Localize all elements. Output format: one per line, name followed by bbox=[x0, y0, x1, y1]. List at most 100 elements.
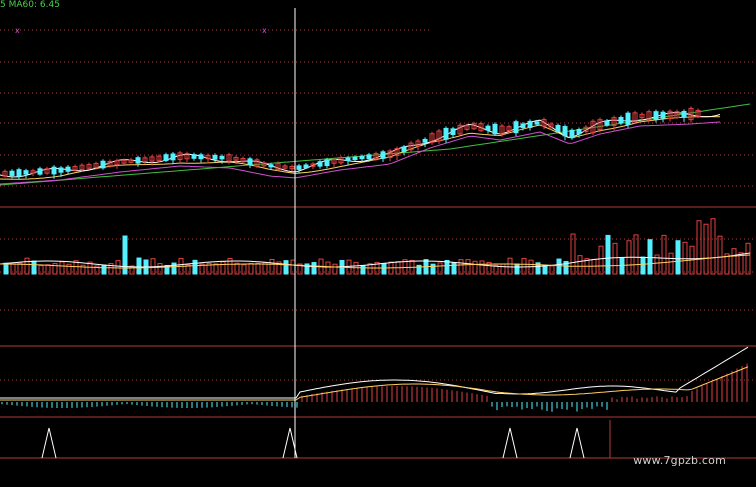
volume-bar bbox=[416, 264, 422, 275]
candle-body bbox=[37, 168, 43, 175]
volume-bar bbox=[136, 257, 142, 275]
candle-body bbox=[380, 151, 386, 159]
volume-bar bbox=[507, 257, 513, 275]
volume-bar bbox=[731, 248, 737, 275]
candle-body bbox=[604, 120, 610, 126]
signal-peak bbox=[569, 427, 585, 459]
candle-body bbox=[93, 163, 99, 168]
signal-panel bbox=[41, 427, 585, 459]
candle-body bbox=[639, 113, 645, 119]
volume-bar bbox=[570, 233, 576, 275]
volume-bar bbox=[451, 262, 457, 275]
candle-body bbox=[506, 126, 512, 131]
volume-bar bbox=[437, 262, 443, 275]
volume-bar bbox=[472, 260, 478, 275]
macd-panel bbox=[0, 346, 749, 412]
candle-body bbox=[86, 164, 92, 169]
candle-body bbox=[226, 154, 232, 162]
volume-bar bbox=[108, 263, 114, 275]
candle-body bbox=[583, 126, 589, 132]
candle-body bbox=[184, 153, 190, 160]
volume-bar bbox=[255, 262, 261, 275]
candle-body bbox=[618, 116, 624, 124]
macd-dif-line bbox=[0, 346, 749, 399]
volume-bar bbox=[605, 234, 611, 275]
volume-bar bbox=[577, 255, 583, 275]
volume-bar bbox=[745, 242, 751, 275]
ma60-label: MA60: 6.45 bbox=[8, 0, 60, 10]
volume-bar bbox=[535, 262, 541, 275]
candle-body bbox=[23, 170, 29, 175]
volume-bar bbox=[101, 264, 107, 275]
candle-body bbox=[212, 154, 218, 160]
candle-body bbox=[177, 152, 183, 161]
candle-body bbox=[674, 111, 680, 119]
volume-panel bbox=[0, 218, 751, 275]
volume-bar bbox=[612, 242, 618, 275]
volume-bar bbox=[52, 263, 58, 275]
volume-bar bbox=[654, 254, 660, 275]
candle-body bbox=[401, 146, 407, 152]
candle-body bbox=[569, 129, 575, 139]
candle-body bbox=[65, 166, 71, 172]
candle-body bbox=[527, 120, 533, 128]
candle-body bbox=[30, 170, 36, 174]
volume-bar bbox=[563, 260, 569, 275]
legend-lead: 5 bbox=[0, 0, 6, 10]
candle-body bbox=[352, 156, 358, 161]
candle-body bbox=[156, 155, 162, 161]
candle-body bbox=[100, 160, 106, 169]
candle-body bbox=[478, 123, 484, 132]
volume-bar bbox=[661, 234, 667, 275]
candle-body bbox=[128, 159, 134, 163]
candle-body bbox=[282, 165, 288, 169]
candle-body bbox=[163, 154, 169, 161]
candle-body bbox=[422, 138, 428, 143]
volume-bar bbox=[45, 264, 51, 275]
candle-body bbox=[247, 158, 253, 165]
volume-bar bbox=[696, 220, 702, 275]
volume-bar bbox=[486, 261, 492, 275]
volume-bar bbox=[682, 241, 688, 275]
volume-bar bbox=[157, 263, 163, 275]
volume-bar bbox=[514, 263, 520, 275]
candle-body bbox=[121, 159, 127, 164]
volume-bar bbox=[668, 252, 674, 275]
candle-body bbox=[492, 123, 498, 135]
volume-bar bbox=[430, 263, 436, 275]
candle-body bbox=[359, 156, 365, 160]
candle-body bbox=[261, 162, 267, 167]
ma60-line bbox=[0, 103, 751, 186]
candle-body bbox=[464, 125, 470, 130]
volume-bar bbox=[185, 264, 191, 275]
candle-body bbox=[520, 123, 526, 129]
candle-body bbox=[660, 111, 666, 119]
candle-body bbox=[191, 154, 197, 159]
volume-bar bbox=[542, 264, 548, 275]
candle-body bbox=[198, 154, 204, 160]
candle-body bbox=[324, 159, 330, 167]
site-watermark: www.7gpzb.com bbox=[633, 454, 726, 467]
indicator-legend: 5 MA60: 6.45 bbox=[0, 0, 60, 10]
candle-body bbox=[149, 156, 155, 162]
volume-bar bbox=[38, 265, 44, 275]
volume-bar bbox=[738, 252, 744, 275]
volume-bar bbox=[199, 263, 205, 275]
candle-body bbox=[58, 167, 64, 173]
volume-bar bbox=[598, 245, 604, 275]
candle-body bbox=[632, 112, 638, 123]
candle-body bbox=[44, 168, 50, 174]
signal-peak bbox=[41, 427, 57, 459]
candle-body bbox=[254, 159, 260, 167]
candle-body bbox=[142, 157, 148, 163]
candle-body bbox=[667, 110, 673, 120]
volume-bar bbox=[311, 262, 317, 275]
volume-bar bbox=[633, 234, 639, 275]
volume-bar bbox=[269, 258, 275, 275]
volume-bar bbox=[493, 264, 499, 275]
volume-bar bbox=[66, 263, 72, 275]
signal-peak bbox=[502, 427, 518, 459]
candle-body bbox=[681, 110, 687, 118]
candle-body bbox=[562, 126, 568, 137]
